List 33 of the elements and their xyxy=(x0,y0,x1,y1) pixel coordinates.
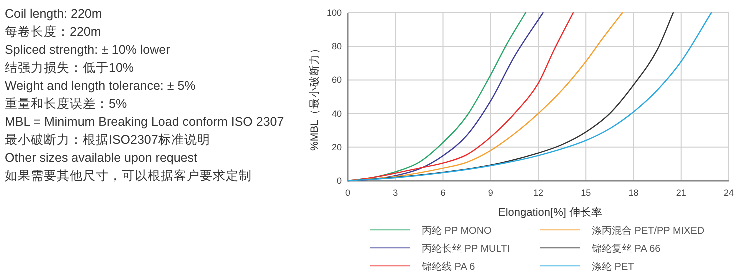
x-tick-label: 18 xyxy=(628,188,639,198)
text: 最小破断力：根据ISO2307标准说明 xyxy=(5,133,210,147)
x-tick-label: 24 xyxy=(724,188,734,198)
text: 如果需要其他尺寸，可以根据客户要求定制 xyxy=(5,168,252,183)
x-tick-label: 6 xyxy=(440,188,446,198)
y-tick-label: 100 xyxy=(326,8,342,18)
text: Coil length: 220m xyxy=(5,7,102,21)
x-tick-label: 9 xyxy=(488,188,494,198)
legend-label: 丙纶 PP MONO xyxy=(422,225,492,237)
x-tick-label: 21 xyxy=(676,188,686,198)
legend-label: 丙纶长丝 PP MULTI xyxy=(422,243,510,255)
y-tick-label: 60 xyxy=(332,75,342,86)
x-tick-label: 12 xyxy=(533,188,544,198)
y-tick-label: 0 xyxy=(336,176,342,186)
text: MBL = Minimum Breaking Load conform ISO 2307 xyxy=(5,115,284,129)
text: 重量和长度误差：5% xyxy=(5,96,128,111)
text: Weight and length tolerance: ± 5% xyxy=(5,79,196,93)
text: 每卷长度：220m xyxy=(5,24,102,39)
legend-label: 锦纶线 PA 6 xyxy=(421,261,476,273)
text: Spliced strength: ± 10% lower xyxy=(5,43,170,57)
y-tick-label: 20 xyxy=(332,142,342,152)
x-tick-label: 15 xyxy=(581,188,592,198)
x-tick-label: 0 xyxy=(345,188,351,198)
legend-label: 涤丙混合 PET/PP MIXED xyxy=(592,225,705,237)
legend-label: 锦纶复丝 PA 66 xyxy=(591,243,662,255)
text: Other sizes available upon request xyxy=(5,151,198,165)
y-tick-label: 40 xyxy=(332,108,342,119)
legend-label: 涤纶 PET xyxy=(592,261,634,273)
x-axis-title: Elongation[%] 伸长率 xyxy=(498,206,602,219)
x-tick-label: 3 xyxy=(393,188,398,198)
text: 结强力损失：低于10% xyxy=(5,61,134,75)
y-axis-title: %MBL（最小破断力） xyxy=(308,43,321,151)
y-tick-label: 80 xyxy=(332,42,342,52)
